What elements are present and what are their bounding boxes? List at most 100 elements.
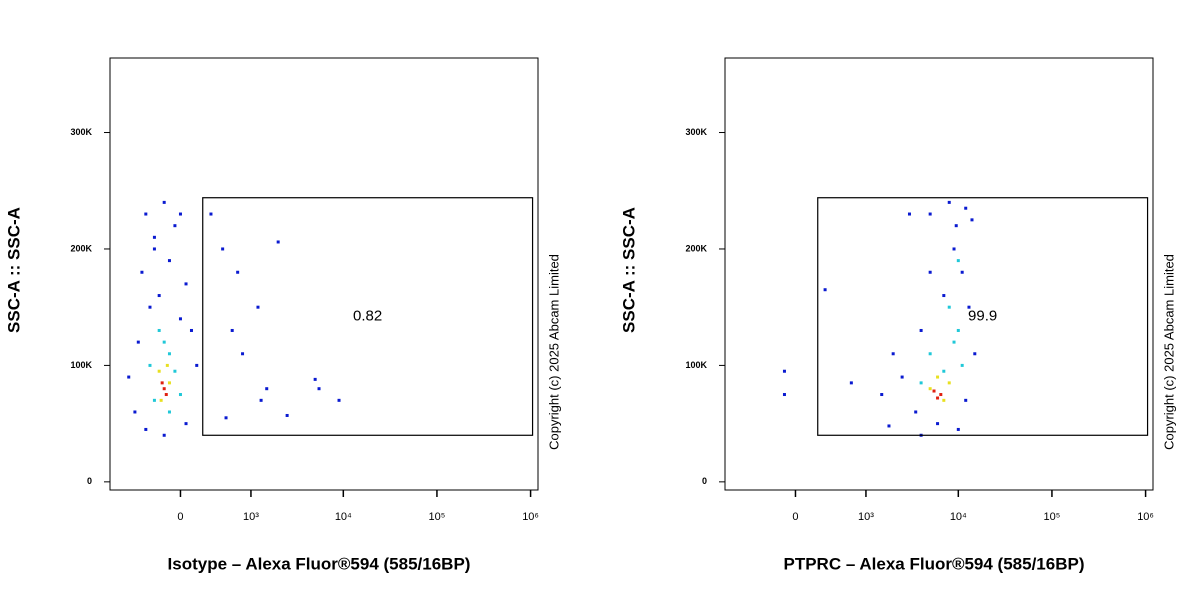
event-point <box>947 305 951 309</box>
event-point <box>936 396 940 400</box>
x-axis-label: Isotype – Alexa Fluor®594 (585/16BP) <box>168 554 471 573</box>
event-point <box>956 328 960 332</box>
event-point <box>160 381 164 385</box>
event-point <box>148 363 152 367</box>
event-point <box>165 363 169 367</box>
event-point <box>928 212 932 216</box>
event-point <box>928 352 932 356</box>
event-point <box>178 393 182 397</box>
gate <box>817 197 1149 436</box>
event-point <box>136 340 140 344</box>
gate-percent: 99.9 <box>968 307 997 324</box>
event-point <box>939 393 943 397</box>
event-point <box>157 294 161 298</box>
event-point <box>960 270 964 274</box>
event-point <box>942 398 946 402</box>
event-point <box>178 317 182 321</box>
event-point <box>167 352 171 356</box>
plot-frame <box>724 57 1154 491</box>
event-point <box>936 422 940 426</box>
event-point <box>162 340 166 344</box>
x-tick-label: 10⁴ <box>950 511 967 523</box>
plot-frame <box>109 57 539 491</box>
event-point <box>313 377 317 381</box>
y-tick-label: 200K <box>70 243 92 253</box>
event-point <box>164 393 168 397</box>
event-point <box>178 212 182 216</box>
event-point <box>236 270 240 274</box>
y-axis-label: SSC-A :: SSC-A <box>619 207 638 333</box>
gate-percent: 0.82 <box>353 307 382 324</box>
event-point <box>167 259 171 263</box>
event-point <box>148 305 152 309</box>
event-point <box>964 398 968 402</box>
event-point <box>782 369 786 373</box>
event-point <box>849 381 853 385</box>
event-point <box>173 224 177 228</box>
x-tick-label: 0 <box>177 511 183 523</box>
event-point <box>209 212 213 216</box>
event-point <box>907 212 911 216</box>
event-point <box>167 381 171 385</box>
event-point <box>891 352 895 356</box>
event-point <box>152 398 156 402</box>
event-point <box>952 247 956 251</box>
event-point <box>919 328 923 332</box>
x-tick-label: 10⁵ <box>429 511 446 523</box>
event-point <box>823 288 827 292</box>
event-point <box>942 369 946 373</box>
event-point <box>162 200 166 204</box>
event-point <box>144 212 148 216</box>
event-point <box>956 427 960 431</box>
event-point <box>942 294 946 298</box>
event-point <box>317 387 321 391</box>
y-tick-label: 0 <box>87 476 92 486</box>
event-point <box>162 433 166 437</box>
event-point <box>189 328 193 332</box>
event-point <box>152 235 156 239</box>
event-point <box>259 398 263 402</box>
event-point <box>167 410 171 414</box>
event-point <box>967 305 971 309</box>
event-point <box>973 352 977 356</box>
event-point <box>782 393 786 397</box>
event-point <box>880 393 884 397</box>
event-point <box>900 375 904 379</box>
y-tick-label: 0 <box>702 476 707 486</box>
event-point <box>157 369 161 373</box>
event-point <box>952 340 956 344</box>
event-point <box>285 413 289 417</box>
event-point <box>140 270 144 274</box>
y-tick-label: 300K <box>70 127 92 137</box>
x-axis-label: PTPRC – Alexa Fluor®594 (585/16BP) <box>783 554 1084 573</box>
copyright: Copyright (c) 2025 Abcam Limited <box>1161 254 1176 450</box>
event-point <box>256 305 260 309</box>
event-point <box>947 381 951 385</box>
event-point <box>127 375 131 379</box>
y-tick-label: 100K <box>685 360 707 370</box>
event-point <box>914 410 918 414</box>
x-tick-label: 10⁶ <box>522 511 539 523</box>
y-tick-label: 100K <box>70 360 92 370</box>
event-point <box>936 375 940 379</box>
event-point <box>960 363 964 367</box>
x-tick-label: 10³ <box>243 511 259 523</box>
event-point <box>928 387 932 391</box>
event-point <box>919 381 923 385</box>
event-point <box>221 247 225 251</box>
event-point <box>230 328 234 332</box>
x-tick-label: 10⁴ <box>335 511 352 523</box>
event-point <box>970 218 974 222</box>
event-point <box>928 270 932 274</box>
x-tick-label: 10⁶ <box>1137 511 1154 523</box>
event-point <box>144 427 148 431</box>
event-point <box>265 387 269 391</box>
event-point <box>152 247 156 251</box>
event-point <box>162 387 166 391</box>
x-tick-label: 10⁵ <box>1044 511 1061 523</box>
copyright: Copyright (c) 2025 Abcam Limited <box>546 254 561 450</box>
x-tick-label: 0 <box>792 511 798 523</box>
event-point <box>184 282 188 286</box>
event-point <box>956 259 960 263</box>
